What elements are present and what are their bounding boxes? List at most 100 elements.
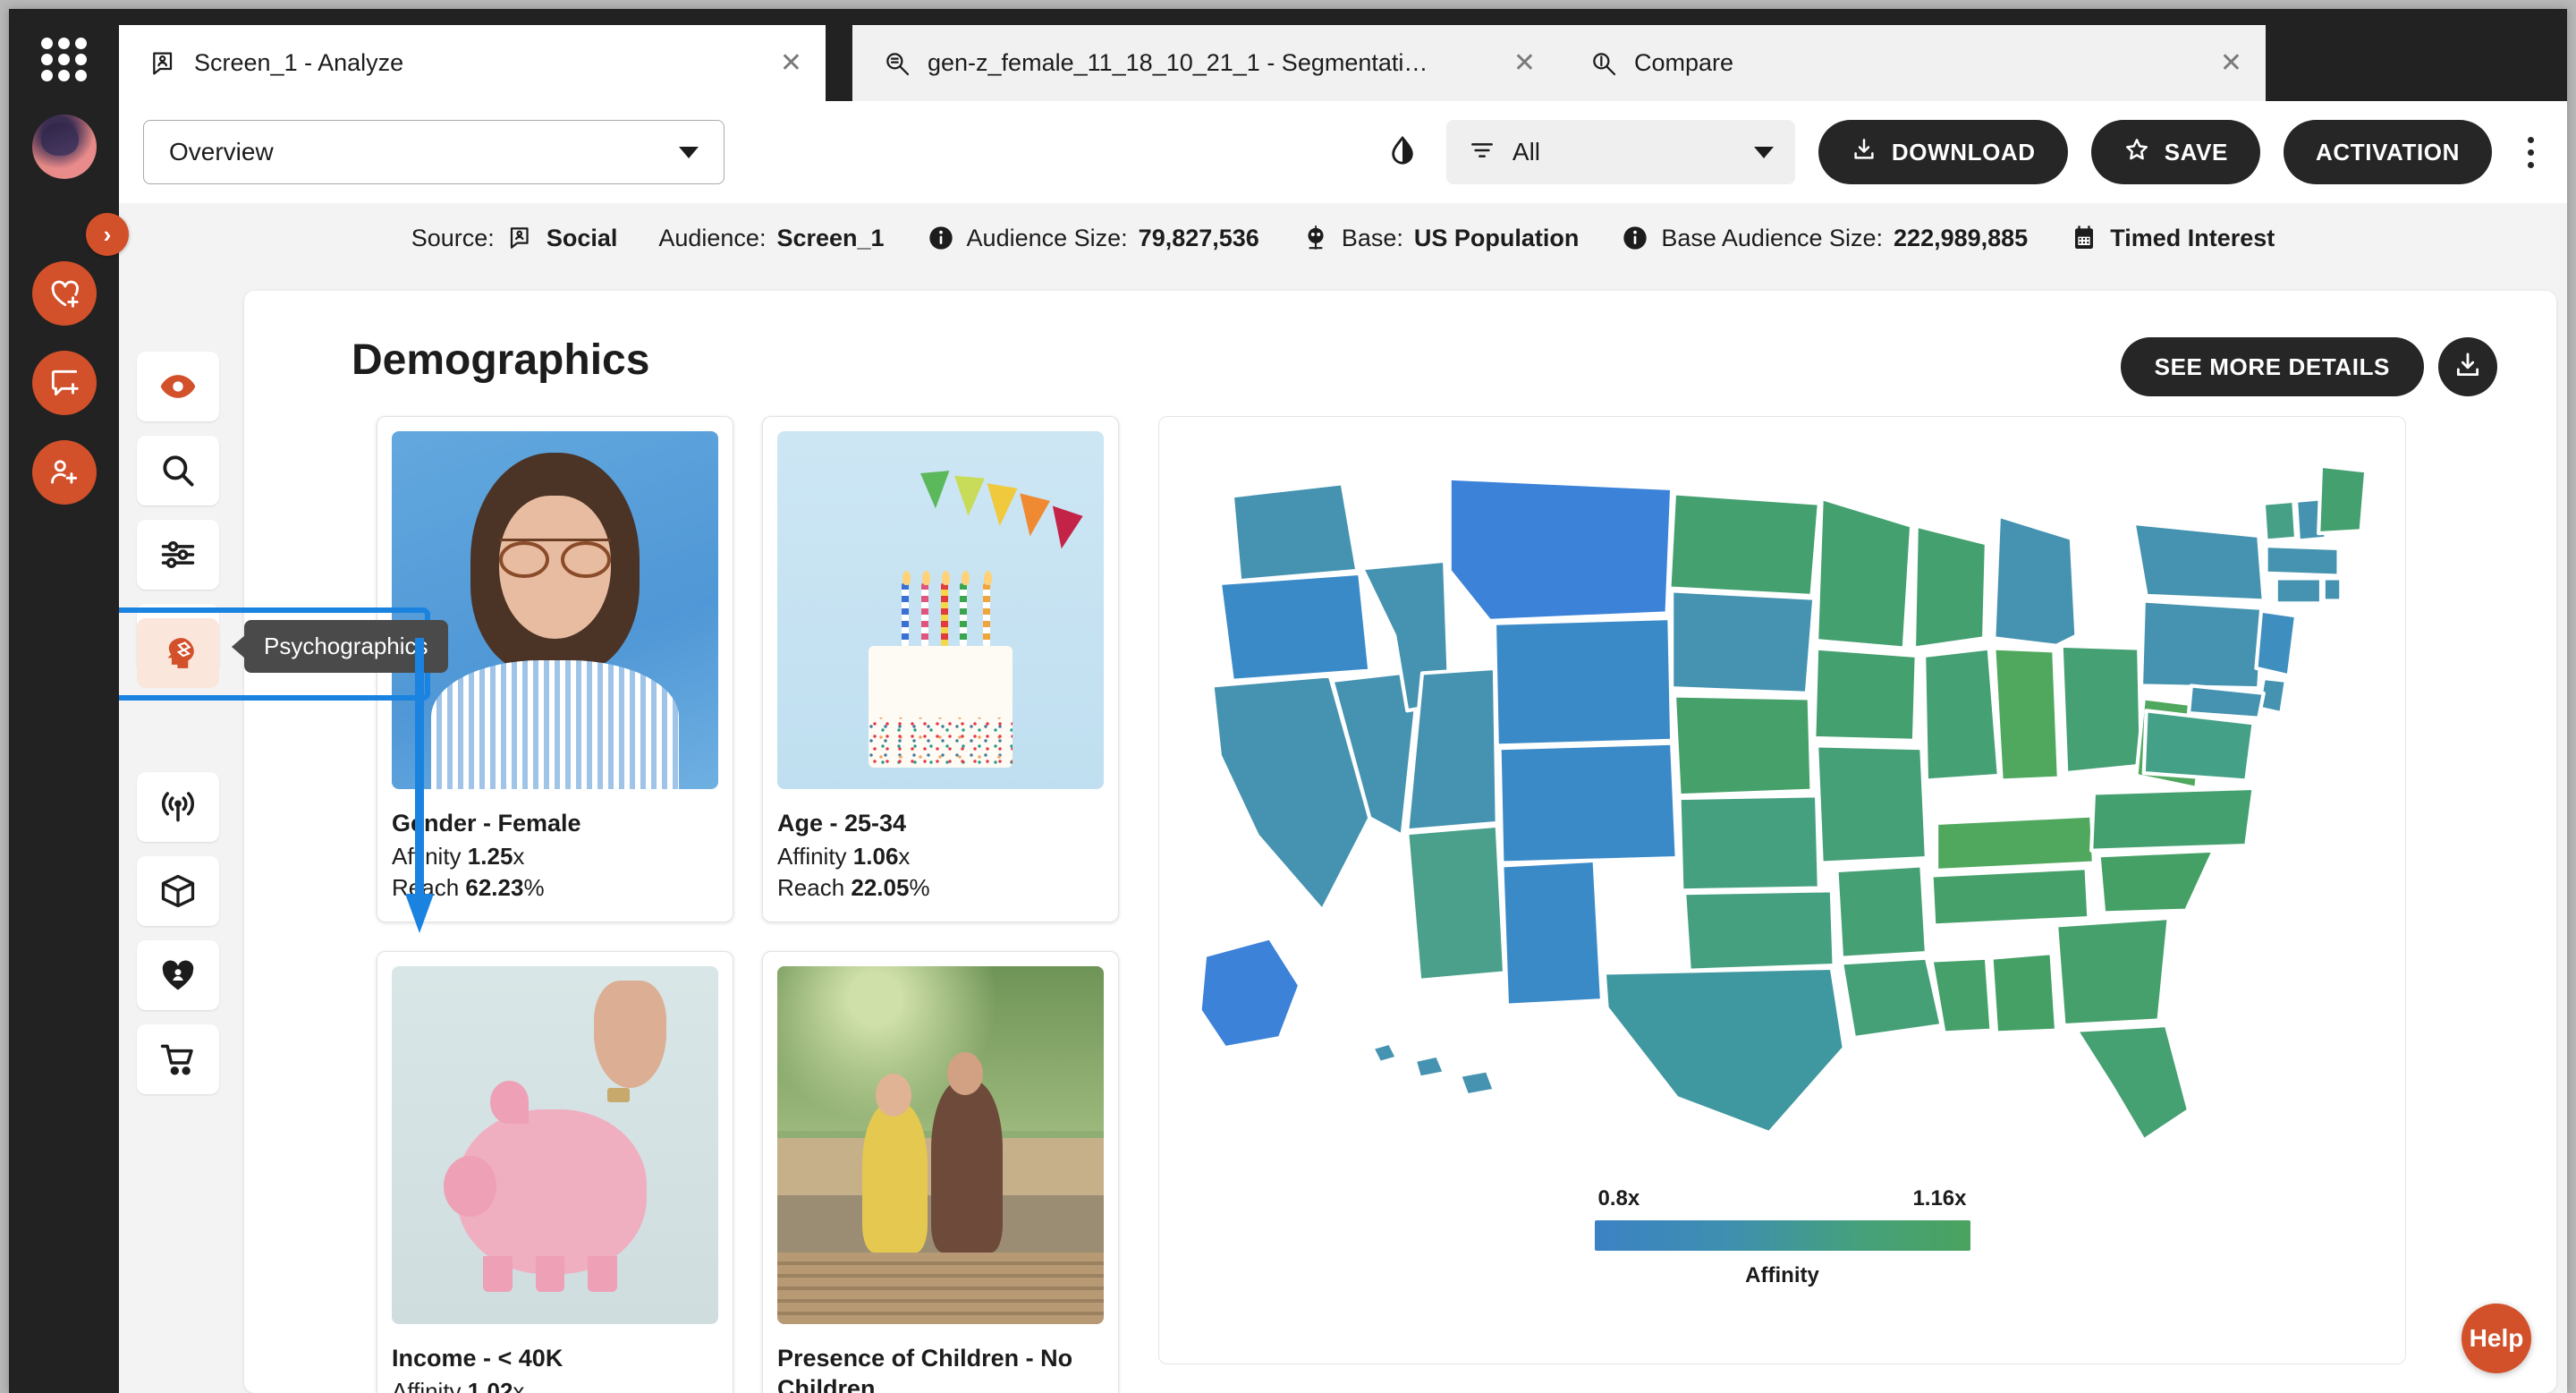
body-area: Psychographics Demographics SEE MORE DET… <box>108 273 2567 1393</box>
card-image-presence-of-children <box>777 965 1104 1324</box>
module-interests-button[interactable] <box>137 940 219 1010</box>
close-icon[interactable]: ✕ <box>2219 47 2242 78</box>
state-HI-3 <box>1457 1068 1497 1098</box>
tab-segmentation[interactable]: gen-z_female_11_18_10_21_1 - Segmentati…… <box>852 25 1559 101</box>
state-SC <box>2097 848 2216 915</box>
card-title: Gender - Female <box>392 810 581 837</box>
download-button[interactable]: DOWNLOAD <box>1818 120 2068 184</box>
module-search-button[interactable] <box>137 436 219 505</box>
legend-scale-labels: 0.8x 1.16x <box>1595 1186 1970 1220</box>
demographic-card[interactable]: Income - < 40K Affinity 1.02x Reach 30.3… <box>377 950 733 1393</box>
contrast-droplet-icon[interactable] <box>1382 132 1423 173</box>
filter-select[interactable]: All <box>1445 120 1795 184</box>
state-VT <box>2261 498 2299 543</box>
state-GA <box>2054 915 2171 1028</box>
state-TN <box>1929 866 2091 928</box>
download-icon <box>1851 136 1877 169</box>
state-UT <box>1405 666 1499 833</box>
close-icon[interactable]: ✕ <box>779 47 802 78</box>
see-more-details-button[interactable]: SEE MORE DETAILS <box>2120 337 2424 396</box>
module-purchase-button[interactable] <box>137 1024 219 1094</box>
see-more-details-label: SEE MORE DETAILS <box>2154 352 2390 380</box>
tab-compare[interactable]: Compare ✕ <box>1559 25 2266 101</box>
state-CT <box>2274 576 2324 606</box>
activation-label: ACTIVATION <box>2315 138 2460 166</box>
affinity-value: 1.02 <box>467 1377 513 1393</box>
demographic-card[interactable]: Presence of Children - No Children Affin… <box>762 950 1119 1393</box>
meta-base-value: US Population <box>1413 224 1580 251</box>
base-population-icon <box>1301 223 1331 253</box>
meta-base: Base: US Population <box>1301 223 1580 253</box>
state-MI <box>1992 514 2079 648</box>
tab-label: Compare <box>1634 49 1734 76</box>
view-select[interactable]: Overview <box>143 120 724 184</box>
expand-panel-button[interactable]: › <box>86 213 129 256</box>
state-AR <box>1835 863 1929 960</box>
state-AZ <box>1405 823 1507 982</box>
info-icon[interactable] <box>1620 223 1650 253</box>
demographic-card[interactable]: Age - 25-34 Affinity 1.06x Reach 22.05% <box>762 416 1119 922</box>
reach-value: 22.05 <box>851 873 910 901</box>
state-CO <box>1497 741 1679 865</box>
card-image-gender-female <box>392 431 718 789</box>
state-NY <box>2131 521 2266 603</box>
module-media-button[interactable] <box>137 772 219 842</box>
view-select-value: Overview <box>169 138 274 166</box>
state-IA <box>1812 646 1919 743</box>
state-FL <box>2074 1023 2191 1142</box>
demographics-panel: Demographics SEE MORE DETAILS Gender - F <box>244 291 2556 1393</box>
state-ME <box>2317 463 2368 536</box>
state-MD <box>2186 684 2266 720</box>
toolbar-actions: All DOWNLOAD SAVE <box>1382 120 2567 184</box>
state-PA <box>2139 599 2266 691</box>
state-NC <box>2089 786 2256 853</box>
reach-label: Reach <box>777 873 845 901</box>
meta-audience: Audience: Screen_1 <box>658 225 884 252</box>
person-plus-icon[interactable] <box>32 440 97 505</box>
activation-button[interactable]: ACTIVATION <box>2283 120 2492 184</box>
reach-value: 62.23 <box>465 873 524 901</box>
state-AK <box>1198 936 1302 1050</box>
close-icon[interactable]: ✕ <box>1513 47 1536 78</box>
state-HI <box>1370 1041 1400 1066</box>
heart-plus-icon[interactable] <box>32 261 97 326</box>
legend-color-bar <box>1594 1220 1970 1251</box>
state-RI <box>2321 576 2343 603</box>
meta-base-audience-size: Base Audience Size: 222,989,885 <box>1620 223 2028 253</box>
state-OR <box>1217 571 1372 683</box>
star-icon <box>2123 136 2150 169</box>
apps-grid-icon[interactable] <box>41 36 88 82</box>
card-image-income <box>392 965 718 1324</box>
save-button[interactable]: SAVE <box>2090 120 2260 184</box>
panel-download-button[interactable] <box>2438 337 2497 396</box>
legend-title: Affinity <box>1745 1263 1819 1287</box>
affinity-label: Affinity <box>777 842 847 870</box>
state-MT <box>1447 476 1674 623</box>
meta-base-label: Base: <box>1341 224 1403 251</box>
affinity-unit: x <box>513 842 525 870</box>
info-icon[interactable] <box>926 223 956 253</box>
help-button[interactable]: Help <box>2462 1304 2531 1373</box>
card-affinity: Affinity 1.06x <box>777 843 1104 871</box>
module-brands-button[interactable] <box>137 856 219 926</box>
save-label: SAVE <box>2164 138 2228 166</box>
application-window: › Screen_1 - Analyze ✕ gen-z_female_11_1… <box>9 9 2567 1393</box>
meta-source: Source: Social <box>411 223 618 253</box>
filter-icon <box>1468 136 1496 169</box>
module-filters-button[interactable] <box>137 520 219 590</box>
more-options-icon[interactable] <box>2515 130 2546 175</box>
calendar-icon <box>2069 223 2099 253</box>
card-affinity: Affinity 1.02x <box>392 1378 718 1393</box>
reach-label: Reach <box>392 873 460 901</box>
reach-unit: % <box>523 873 545 901</box>
chevron-down-icon <box>1753 146 1774 158</box>
module-overview-button[interactable] <box>137 352 219 421</box>
us-choropleth-map[interactable] <box>1182 453 2381 1168</box>
avatar[interactable] <box>32 115 97 179</box>
tab-screen1-analyze[interactable]: Screen_1 - Analyze ✕ <box>119 25 826 101</box>
comment-plus-icon[interactable] <box>32 351 97 415</box>
module-psychographics-button[interactable] <box>137 618 219 688</box>
module-rail <box>137 352 219 1094</box>
meta-audience-value: Screen_1 <box>776 224 885 251</box>
state-LA <box>1839 956 1944 1041</box>
